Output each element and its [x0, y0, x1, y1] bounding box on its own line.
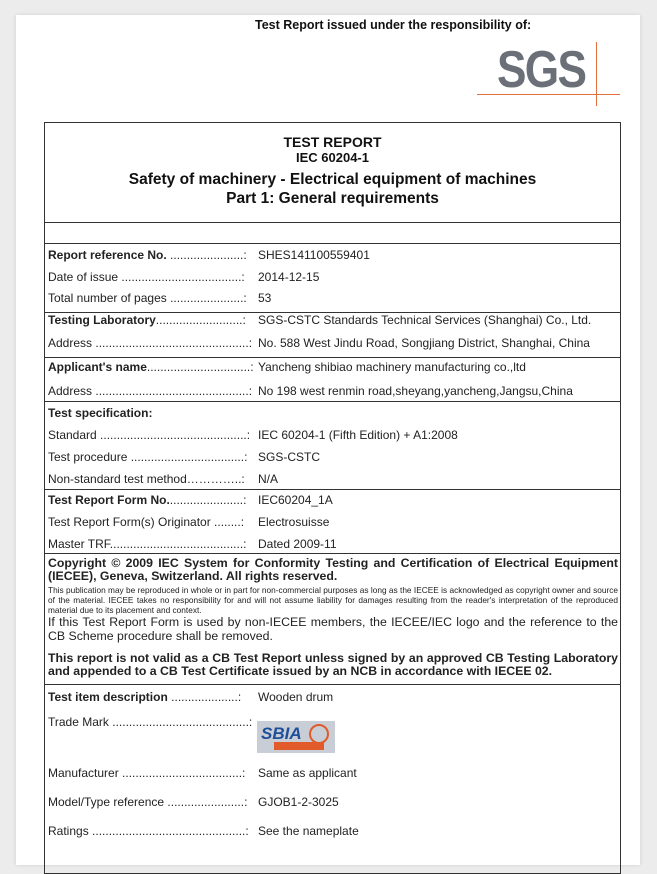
field-label: Manufacturer ...........................… — [48, 766, 245, 780]
field-value: 2014-12-15 — [258, 270, 320, 284]
label-dots: ....................: — [167, 690, 242, 704]
field-value: SGS-CSTC — [258, 450, 321, 464]
standard-title: IEC 60204-1 — [296, 150, 369, 165]
wheel-icon — [309, 724, 329, 744]
field-label: Standard ...............................… — [48, 428, 250, 442]
label-text: Test Report Form No. — [48, 493, 170, 507]
sbia-trademark-logo: SBIA — [257, 721, 335, 753]
field-value: N/A — [258, 472, 279, 486]
field-value: Same as applicant — [258, 766, 357, 780]
label-text: Standard — [48, 428, 97, 442]
label-text: Trade Mark — [48, 715, 109, 729]
field-label: Report reference No. ...................… — [48, 248, 247, 262]
label-text: Master TRF — [48, 537, 110, 551]
field-value: Electrosuisse — [258, 515, 330, 529]
label-text: Address — [48, 336, 93, 350]
field-label: Trade Mark .............................… — [48, 715, 252, 729]
report-title: TEST REPORT — [283, 134, 382, 150]
report-subtitle: Safety of machinery - Electrical equipme… — [128, 171, 537, 188]
copyright-notice: Copyright © 2009 IEC System for Conformi… — [48, 556, 618, 583]
field-value: SHES141100559401 — [258, 248, 370, 262]
label-dots: .......................: — [164, 795, 248, 809]
validity-notice: This report is not valid as a CB Test Re… — [48, 651, 618, 678]
label-text: Applicant's name — [48, 360, 147, 374]
label-text: Test procedure — [48, 450, 128, 464]
field-label: Address ................................… — [48, 384, 252, 398]
label-text: Report reference No. — [48, 248, 167, 262]
logo-stripe — [274, 742, 324, 750]
label-text: Testing Laboratory — [48, 313, 156, 327]
sgs-logo-line — [477, 94, 620, 95]
field-label: Address ................................… — [48, 336, 252, 350]
label-text: Test specification: — [48, 406, 153, 420]
issued-under-text: Test Report issued under the responsibil… — [255, 18, 532, 32]
label-dots: ......................: — [166, 248, 247, 262]
label-text: Test Report Form(s) Originator — [48, 515, 211, 529]
field-value: GJOB1-2-3025 — [258, 795, 339, 809]
label-dots: ........: — [210, 515, 245, 529]
field-label: Test specification: — [48, 406, 152, 420]
field-value: Yancheng shibiao machinery manufacturing… — [258, 360, 526, 374]
field-value: Dated 2009-11 — [258, 537, 337, 551]
field-label: Test Report Form No.....................… — [48, 493, 246, 507]
field-value: No. 588 West Jindu Road, Songjiang Distr… — [258, 336, 590, 350]
label-dots: ........................................… — [88, 824, 249, 838]
sbia-logo-text: SBIA — [261, 724, 302, 743]
field-value: IEC 60204-1 (Fifth Edition) + A1:2008 — [258, 428, 458, 442]
field-label: Non-standard test method…………..: — [48, 472, 245, 486]
divider — [44, 312, 621, 314]
trf-usage-notice: If this Test Report Form is used by non-… — [48, 615, 618, 643]
field-label: Date of issue ..........................… — [48, 270, 245, 284]
label-text: Manufacturer — [48, 766, 119, 780]
divider — [44, 553, 621, 555]
label-dots: ........................................… — [92, 336, 253, 350]
field-value: IEC60204_1A — [258, 493, 333, 507]
sgs-logo-line — [596, 42, 597, 106]
label-dots: ..........................: — [155, 313, 246, 327]
field-label: Test Report Form(s) Originator ........: — [48, 515, 244, 529]
field-label: Applicant's name........................… — [48, 360, 254, 374]
sgs-logo: SGS — [497, 41, 587, 99]
field-value: Wooden drum — [258, 690, 334, 704]
divider — [44, 222, 621, 224]
label-text: Test item description — [48, 690, 168, 704]
label-dots: ........................................… — [92, 384, 253, 398]
label-dots: ........................................… — [108, 715, 253, 729]
publication-notice: This publication may be reproduced in wh… — [48, 585, 618, 615]
field-value: SGS-CSTC Standards Technical Services (S… — [258, 313, 592, 327]
field-label: Test item description ..................… — [48, 690, 241, 704]
label-text: Date of issue — [48, 270, 119, 284]
field-label: Testing Laboratory......................… — [48, 313, 246, 327]
label-dots: ....................................: — [118, 270, 245, 284]
label-dots: ....................................: — [118, 766, 246, 780]
field-label: Test procedure .........................… — [48, 450, 247, 464]
report-subtitle-part: Part 1: General requirements — [226, 190, 439, 207]
field-value: No 198 west renmin road,sheyang,yancheng… — [258, 384, 573, 398]
divider — [44, 357, 621, 359]
divider — [44, 684, 621, 686]
label-dots: ........................................… — [96, 428, 251, 442]
label-dots: ......................: — [166, 291, 247, 305]
label-text: Ratings — [48, 824, 89, 838]
divider — [44, 489, 621, 491]
label-text: Address — [48, 384, 93, 398]
label-text: Model/Type reference — [48, 795, 165, 809]
field-value: 53 — [258, 291, 272, 305]
field-label: Ratings ................................… — [48, 824, 249, 838]
label-text: Non-standard test method — [48, 472, 187, 486]
field-label: Master TRF..............................… — [48, 537, 247, 551]
label-dots: ........................................… — [109, 537, 247, 551]
label-dots: ...............................: — [146, 360, 254, 374]
label-text: Total number of pages — [48, 291, 167, 305]
label-dots: ......................: — [169, 493, 247, 507]
field-label: Model/Type reference ...................… — [48, 795, 247, 809]
label-dots: ..................................: — [127, 450, 248, 464]
divider — [44, 243, 621, 245]
field-label: Total number of pages ..................… — [48, 291, 247, 305]
divider — [44, 401, 621, 403]
field-value: See the nameplate — [258, 824, 359, 838]
label-dots: …………..: — [186, 472, 245, 486]
